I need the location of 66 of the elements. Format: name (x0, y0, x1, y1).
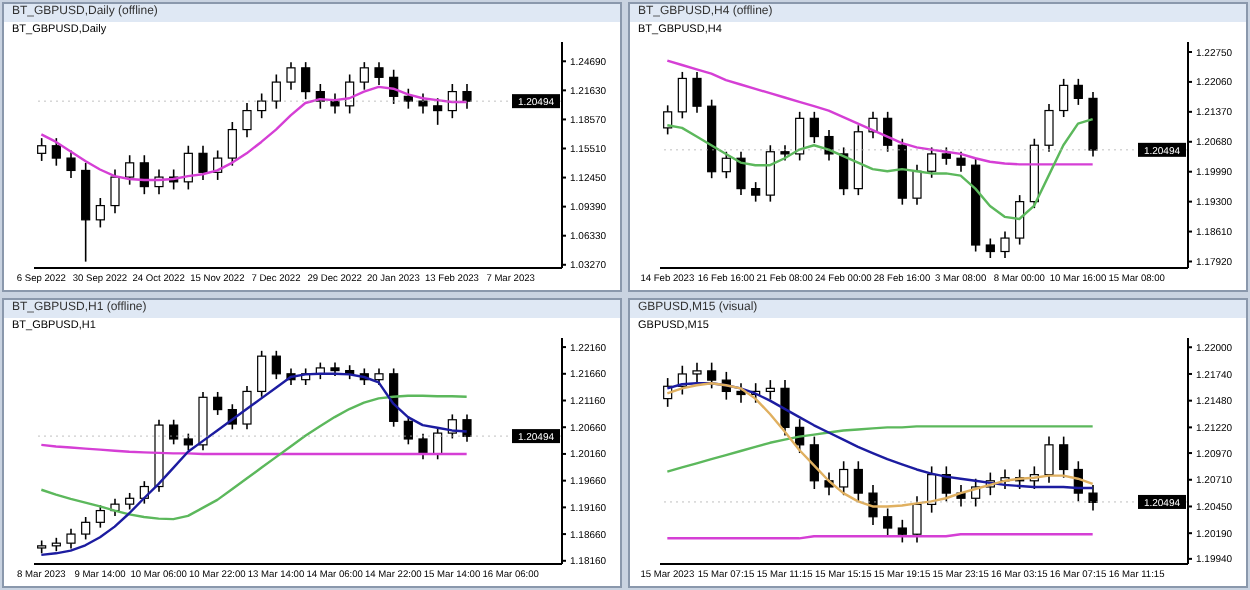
candlestick (765, 379, 775, 401)
candlestick (51, 137, 61, 167)
candlestick (1059, 78, 1069, 118)
candlestick (213, 391, 223, 416)
candlestick (110, 168, 120, 214)
candlestick (433, 426, 443, 461)
candlestick (1059, 435, 1069, 479)
candlestick (257, 92, 267, 119)
candlestick (242, 385, 252, 431)
candlestick (927, 146, 937, 179)
candlestick (1073, 78, 1083, 106)
candlestick (751, 181, 761, 203)
line-series (40, 394, 468, 521)
candlestick (780, 379, 790, 437)
candlestick (81, 516, 91, 541)
candlestick (66, 527, 76, 550)
candlestick (1044, 103, 1054, 153)
candlestick (677, 71, 687, 120)
line-series (666, 425, 1094, 473)
candlestick (418, 92, 428, 115)
candlestick (242, 102, 252, 138)
candlestick (198, 144, 208, 181)
candlestick (765, 144, 775, 203)
candlestick (692, 71, 702, 114)
candlestick (125, 154, 135, 186)
candlestick (66, 149, 76, 179)
candlestick (839, 460, 849, 496)
candlestick (883, 507, 893, 538)
candlestick (95, 197, 105, 229)
candlestick (736, 150, 746, 196)
candlestick (839, 146, 849, 196)
candlestick (912, 495, 922, 544)
candlestick (1000, 230, 1010, 259)
candlestick (139, 154, 149, 195)
candlestick (227, 121, 237, 167)
candlestick (1015, 194, 1025, 246)
candlestick (169, 418, 179, 446)
candlestick (271, 350, 281, 380)
candlestick (374, 61, 384, 86)
candlestick (912, 163, 922, 206)
candlestick (853, 460, 863, 503)
candlestick (736, 382, 746, 404)
candlestick (663, 104, 673, 136)
candlestick (198, 391, 208, 451)
candlestick (433, 97, 443, 126)
candlestick (37, 137, 47, 162)
candlestick (359, 61, 369, 91)
candlestick (462, 83, 472, 110)
candlestick (707, 361, 717, 390)
candlestick (403, 415, 413, 446)
candlestick (418, 432, 428, 461)
candlestick (985, 237, 995, 259)
candlestick (956, 150, 966, 173)
candlestick (809, 111, 819, 144)
candlestick (301, 61, 311, 100)
candlestick (721, 150, 731, 180)
candlestick (1088, 484, 1098, 512)
candlestick (462, 413, 472, 443)
candlestick (286, 61, 296, 91)
candlestick (795, 111, 805, 162)
line-series (666, 59, 1094, 166)
candlestick (257, 350, 267, 398)
candlestick (692, 361, 702, 383)
candlestick (897, 519, 907, 544)
candlestick (1044, 435, 1054, 484)
candlestick (271, 73, 281, 110)
